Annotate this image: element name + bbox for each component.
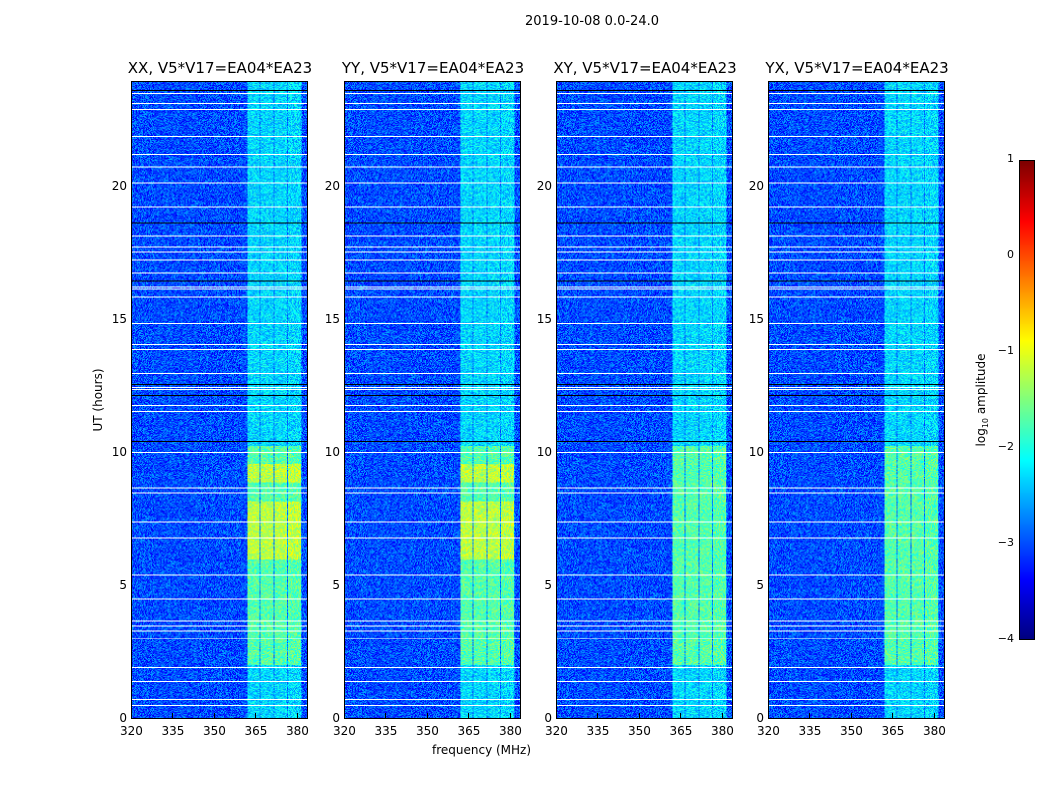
x-tick-label: 365	[244, 724, 268, 738]
colorbar-tick-label: −2	[997, 440, 1014, 453]
x-axis-label: frequency (MHz)	[432, 743, 532, 757]
x-tick-label: 350	[839, 724, 863, 738]
y-tick-label: 15	[536, 312, 552, 327]
y-tick-label: 10	[111, 445, 127, 460]
x-tick	[680, 713, 682, 719]
x-tick	[385, 713, 387, 719]
x-tick	[809, 713, 811, 719]
heatmap-cells	[557, 82, 732, 718]
x-tick	[721, 713, 723, 719]
y-tick-label: 20	[536, 179, 552, 194]
y-tick-label: 15	[111, 312, 127, 327]
x-tick-label: 365	[669, 724, 693, 738]
panel-title: YX, V5*V17=EA04*EA23	[765, 59, 949, 77]
x-tick-label: 380	[498, 724, 522, 738]
colorbar-tick-label: 1	[1007, 152, 1014, 165]
panel-title: XX, V5*V17=EA04*EA23	[127, 59, 313, 77]
figure-title: 2019-10-08 0.0-24.0	[525, 14, 659, 29]
x-tick	[638, 713, 640, 719]
x-tick	[468, 713, 470, 719]
panel-title: XY, V5*V17=EA04*EA23	[553, 59, 737, 77]
x-tick	[296, 713, 298, 719]
x-tick-label: 320	[757, 724, 780, 738]
heatmap-cells	[132, 82, 307, 718]
heatmap-cells	[769, 82, 944, 718]
x-tick-label: 320	[333, 724, 356, 738]
x-tick-label: 365	[881, 724, 905, 738]
x-tick-label: 380	[922, 724, 946, 738]
x-tick	[892, 713, 894, 719]
x-tick	[556, 713, 557, 719]
x-tick-label: 320	[120, 724, 143, 738]
y-tick-label: 5	[544, 578, 552, 593]
x-tick	[255, 713, 257, 719]
x-tick-label: 365	[457, 724, 481, 738]
heatmap-panel-1	[344, 81, 521, 719]
panel-title: YY, V5*V17=EA04*EA23	[341, 59, 525, 77]
y-tick-label: 15	[324, 312, 340, 327]
x-tick	[131, 713, 132, 719]
x-tick-label: 350	[415, 724, 439, 738]
y-tick-label: 0	[332, 711, 340, 725]
y-tick-label: 0	[544, 711, 552, 725]
colorbar-tick-label: −1	[997, 344, 1014, 357]
x-tick-label: 335	[586, 724, 610, 738]
x-tick	[344, 713, 345, 719]
x-tick-label: 335	[374, 724, 398, 738]
x-tick	[509, 713, 511, 719]
y-tick-label: 10	[748, 445, 764, 460]
y-tick-label: 20	[324, 179, 340, 194]
x-tick-label: 350	[202, 724, 226, 738]
x-tick	[426, 713, 428, 719]
y-tick-label: 20	[748, 179, 764, 194]
heatmap-panel-3	[768, 81, 945, 719]
heatmap-cells	[345, 82, 520, 718]
x-tick-label: 350	[627, 724, 651, 738]
x-tick-label: 320	[545, 724, 568, 738]
colorbar-tick-label: 0	[1007, 248, 1014, 261]
x-tick	[768, 713, 769, 719]
x-tick-label: 380	[285, 724, 309, 738]
x-tick	[597, 713, 599, 719]
y-tick-label: 15	[748, 312, 764, 327]
heatmap-panel-2	[556, 81, 733, 719]
x-tick-label: 380	[710, 724, 734, 738]
y-axis-label: UT (hours)	[91, 368, 105, 432]
x-tick	[850, 713, 852, 719]
x-tick-label: 335	[798, 724, 822, 738]
colorbar-tick-label: −3	[997, 536, 1014, 549]
y-tick-label: 20	[111, 179, 127, 194]
y-tick-label: 5	[119, 578, 127, 593]
heatmap-panel-0	[131, 81, 308, 719]
y-tick-label: 0	[756, 711, 764, 725]
y-tick-label: 10	[324, 445, 340, 460]
x-tick	[933, 713, 935, 719]
x-tick	[213, 713, 215, 719]
colorbar-label: log10 amplitude	[973, 353, 991, 447]
y-tick-label: 0	[119, 711, 127, 725]
y-tick-label: 10	[536, 445, 552, 460]
colorbar-tick-label: −4	[997, 632, 1014, 645]
colorbar	[1019, 160, 1035, 640]
y-tick-label: 5	[332, 578, 340, 593]
y-tick-label: 5	[756, 578, 764, 593]
x-tick	[172, 713, 174, 719]
x-tick-label: 335	[161, 724, 185, 738]
